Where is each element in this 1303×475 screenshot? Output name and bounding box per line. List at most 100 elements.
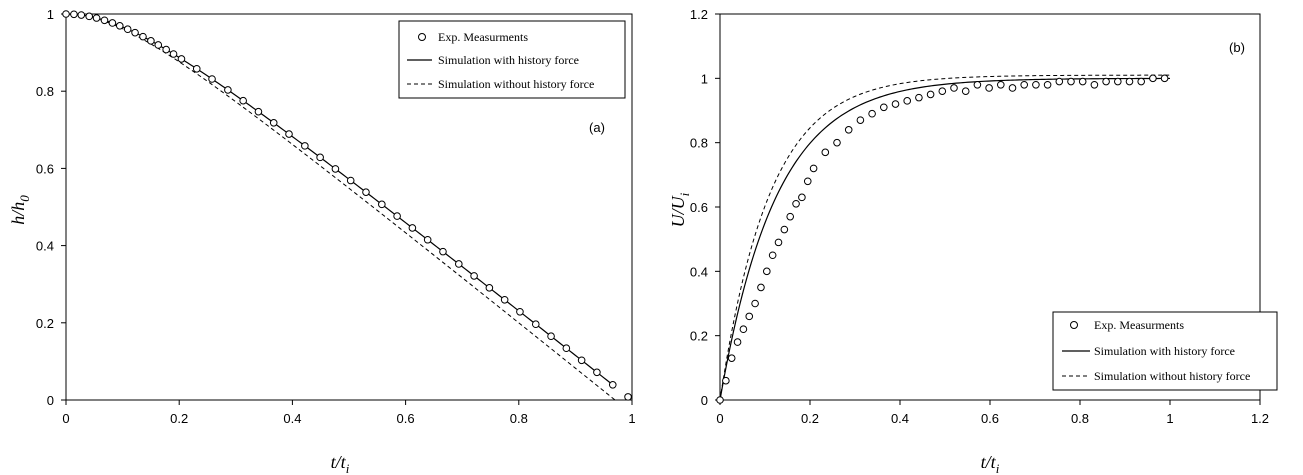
data-point (100, 16, 109, 25)
data-point (891, 100, 900, 108)
data-point (301, 142, 309, 150)
data-point (531, 320, 540, 329)
data-point (809, 164, 818, 173)
data-point (745, 312, 754, 321)
data-point (224, 86, 232, 94)
data-point (147, 37, 155, 45)
data-point (285, 130, 293, 138)
data-point (516, 307, 524, 316)
y-tick-label: 1.2 (690, 7, 708, 22)
x-tick-label: 0.2 (170, 411, 188, 426)
data-point (92, 14, 101, 22)
data-point (915, 93, 923, 102)
legend-label-without-history-b: Simulation without history force (1094, 369, 1250, 383)
y-tick-label: 0.8 (36, 84, 54, 99)
data-point (938, 87, 947, 95)
y-tick-label: 1 (701, 71, 708, 86)
legend-label-exp-a: Exp. Measurments (438, 30, 528, 44)
data-point (254, 107, 263, 116)
y-tick-label: 0 (701, 393, 708, 408)
y-tick-label: 0.4 (690, 264, 708, 279)
data-point (62, 10, 70, 18)
data-point (562, 344, 571, 353)
panel-label-a: (a) (589, 120, 605, 135)
data-point (123, 25, 132, 34)
x-tick-label: 0 (716, 411, 723, 426)
y-tick-label: 1 (47, 7, 54, 22)
y-tick-label: 0.2 (36, 316, 54, 331)
data-point (1008, 84, 1017, 92)
data-point (1114, 77, 1122, 86)
data-point (1090, 80, 1099, 89)
legend-label-with-history-a: Simulation with history force (438, 53, 579, 67)
data-point (973, 80, 982, 89)
data-point (1102, 77, 1110, 86)
data-point (1160, 74, 1169, 83)
legend-box-b (1052, 311, 1278, 391)
data-point (926, 90, 935, 99)
plot-area-a (65, 13, 633, 401)
data-point (85, 12, 94, 21)
series-line-without-history-b (719, 74, 1170, 401)
data-point (393, 212, 401, 220)
data-point (792, 199, 800, 208)
data-point (844, 126, 853, 134)
y-axis-title-a: h/h0 (8, 195, 32, 225)
legend-marker-exp-b (1070, 321, 1078, 329)
x-tick-label: 0.8 (1071, 411, 1089, 426)
legend-label-with-history-b: Simulation with history force (1094, 344, 1235, 358)
data-point (780, 225, 789, 234)
data-point (763, 267, 771, 276)
x-tick-label: 0.6 (981, 411, 999, 426)
series-line-with-history-b (719, 77, 1171, 401)
data-point (1067, 77, 1075, 86)
data-point (856, 116, 865, 124)
series-markers-b (716, 74, 1169, 404)
x-tick-label: 1.2 (1251, 411, 1269, 426)
legend-label-exp-b: Exp. Measurments (1094, 318, 1184, 332)
legend-box-a (398, 20, 626, 99)
data-point (997, 80, 1005, 89)
data-point (1149, 74, 1157, 83)
data-point (751, 299, 759, 308)
data-point (423, 235, 432, 244)
legend-a: Exp. Measurments Simulation with history… (398, 20, 626, 99)
x-tick-label: 0 (62, 411, 69, 426)
data-point (961, 87, 970, 95)
data-point (716, 396, 724, 404)
data-point (868, 109, 876, 118)
y-tick-label: 0 (47, 393, 54, 408)
legend-marker-exp-a (418, 33, 426, 41)
data-point (77, 11, 86, 19)
data-point (439, 247, 447, 256)
data-point (455, 260, 463, 268)
x-tick-label: 0.4 (891, 411, 909, 426)
data-point (833, 138, 841, 147)
x-axis-title-b: t/ti (981, 452, 1000, 475)
data-point (362, 188, 370, 196)
y-tick-label: 0.6 (690, 200, 708, 215)
data-point (239, 96, 247, 105)
series-markers-a (62, 10, 632, 401)
data-point (774, 238, 783, 247)
data-point (1032, 80, 1040, 89)
data-point (727, 354, 736, 362)
data-point (903, 97, 912, 105)
legend-label-without-history-a: Simulation without history force (438, 77, 594, 91)
data-point (950, 84, 958, 92)
y-tick-label: 0.2 (690, 329, 708, 344)
y-tick-label: 0.8 (690, 136, 708, 151)
data-point (1055, 77, 1064, 86)
panel-label-b: (b) (1229, 40, 1245, 55)
data-point (608, 381, 617, 389)
x-tick-label: 1 (1166, 411, 1173, 426)
data-point (786, 212, 795, 221)
chart-panel-b: 0 0.2 0.4 0.6 0.8 1 1.2 00.20.40.60.811.2 (b) … (668, 7, 1278, 475)
data-point (108, 19, 117, 27)
x-axis-a: 0 0.2 0.4 0.6 0.8 1 (62, 400, 636, 426)
data-point (593, 368, 601, 377)
data-point (577, 356, 586, 365)
x-tick-label: 0.2 (801, 411, 819, 426)
data-point (162, 45, 170, 54)
